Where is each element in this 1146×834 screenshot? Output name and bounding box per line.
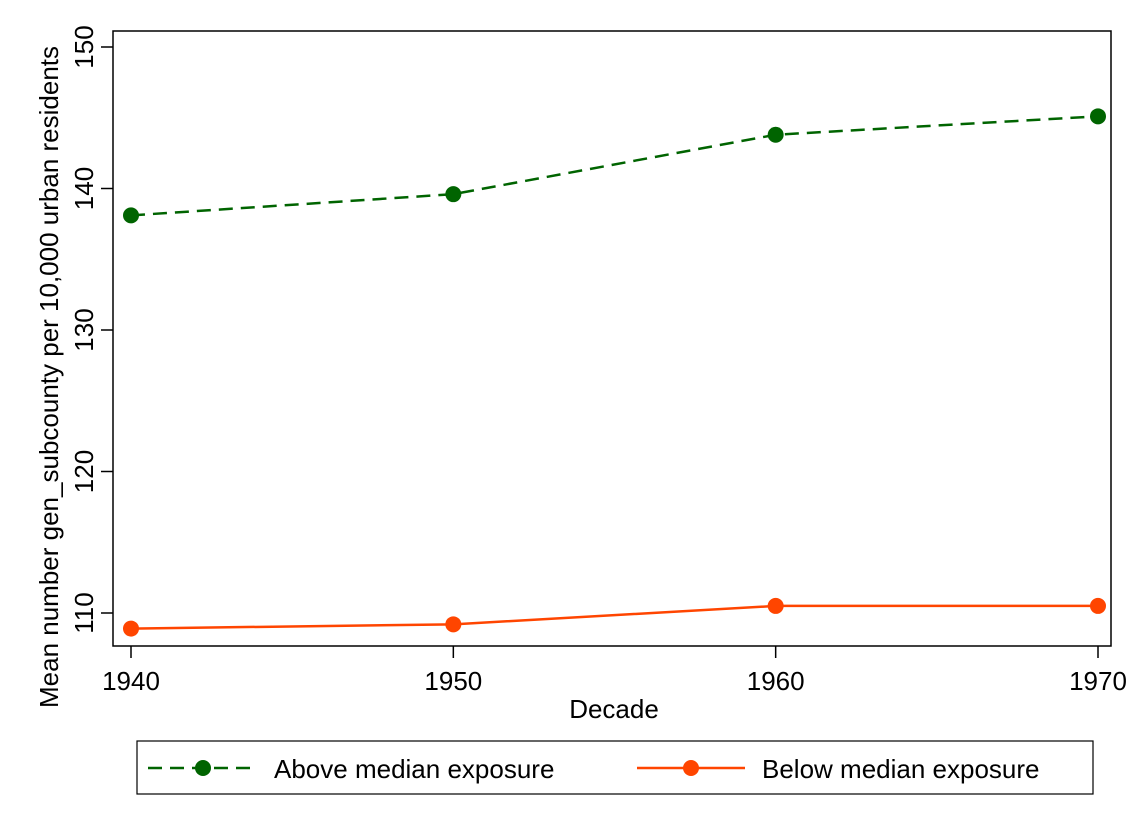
legend: Above median exposure Below median exposu… bbox=[136, 740, 1094, 795]
x-axis-label: Decade bbox=[569, 694, 659, 724]
data-point bbox=[1090, 108, 1106, 125]
data-point bbox=[123, 207, 139, 224]
legend-item: Below median exposure bbox=[637, 754, 1040, 784]
legend-marker bbox=[683, 760, 699, 776]
x-tick-label: 1960 bbox=[747, 666, 805, 696]
legend-label: Below median exposure bbox=[762, 754, 1040, 784]
y-tick-label: 140 bbox=[69, 167, 99, 210]
data-point bbox=[445, 616, 462, 633]
data-point bbox=[767, 126, 784, 143]
series-above-median bbox=[123, 108, 1106, 224]
y-tick-label: 130 bbox=[69, 308, 99, 351]
series-line bbox=[130, 604, 1098, 630]
y-axis-label: Mean number gen_subcounty per 10,000 urb… bbox=[34, 46, 64, 708]
legend-item: Above median exposure bbox=[148, 754, 554, 784]
legend-label: Above median exposure bbox=[274, 754, 554, 784]
y-tick-label: 110 bbox=[69, 592, 99, 633]
x-axis: 1940 1950 1960 1970 bbox=[102, 646, 1127, 696]
series-below-median bbox=[123, 597, 1106, 637]
data-point bbox=[767, 597, 784, 614]
plot-frame bbox=[112, 30, 1112, 647]
legend-marker bbox=[195, 760, 211, 776]
x-tick-label: 1970 bbox=[1069, 666, 1127, 696]
data-point bbox=[445, 186, 462, 203]
legend-box bbox=[136, 740, 1094, 795]
data-point bbox=[1090, 597, 1106, 614]
series-layer bbox=[123, 108, 1106, 637]
y-axis: 110 120 130 140 150 bbox=[69, 25, 113, 634]
x-tick-label: 1940 bbox=[102, 666, 160, 696]
y-tick-label: 120 bbox=[69, 450, 99, 493]
data-point bbox=[123, 620, 139, 637]
x-tick-label: 1950 bbox=[424, 666, 482, 696]
y-tick-label: 150 bbox=[69, 25, 99, 68]
series-line bbox=[130, 115, 1099, 217]
